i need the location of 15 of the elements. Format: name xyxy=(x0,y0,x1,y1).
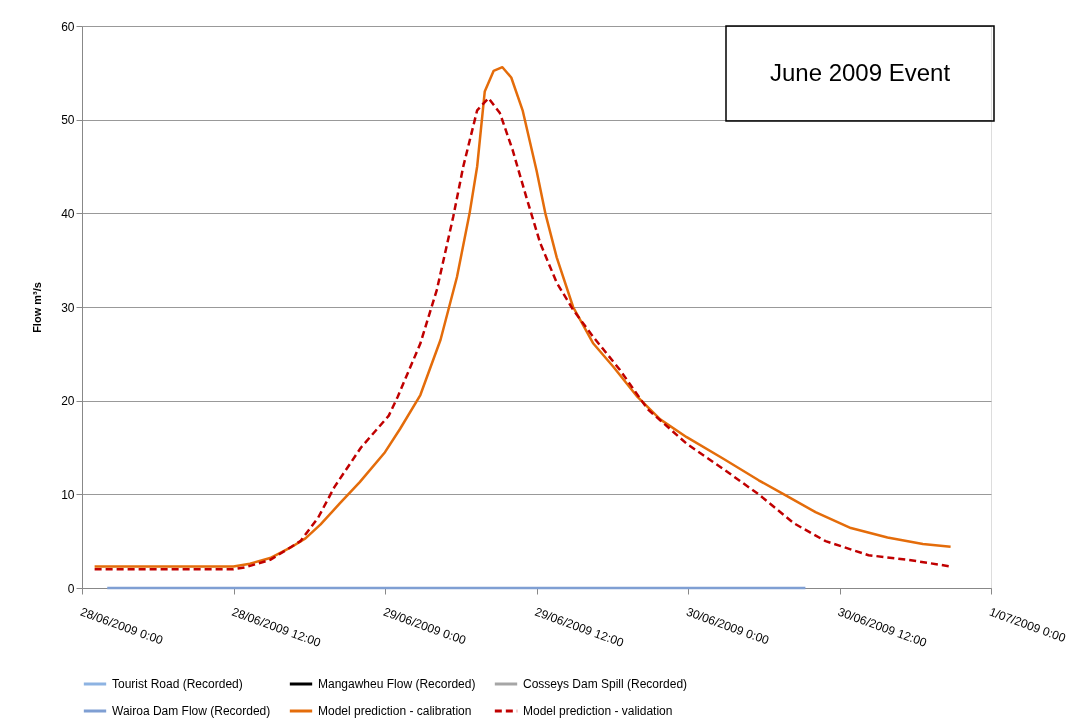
y-tick-label: 0 xyxy=(67,581,75,596)
y-tick-label: 10 xyxy=(61,487,75,502)
y-tick-label: 40 xyxy=(61,206,75,221)
y-tick-label: 20 xyxy=(61,394,75,409)
annotation: June 2009 Event xyxy=(769,59,951,86)
legend-label: Cosseys Dam Spill (Recorded) xyxy=(523,677,688,691)
legend-label: Model prediction - validation xyxy=(523,704,673,718)
y-tick-label: 50 xyxy=(61,113,75,128)
y-tick-label: 60 xyxy=(61,19,75,34)
y-axis-title: Flow m³/s xyxy=(31,282,44,333)
legend-label: Wairoa Dam Flow (Recorded) xyxy=(112,704,271,718)
legend-label: Mangawheu Flow (Recorded) xyxy=(318,677,476,691)
legend-label: Model prediction - calibration xyxy=(318,704,472,718)
y-tick-label: 30 xyxy=(61,300,75,315)
legend-label: Tourist Road (Recorded) xyxy=(112,677,243,691)
